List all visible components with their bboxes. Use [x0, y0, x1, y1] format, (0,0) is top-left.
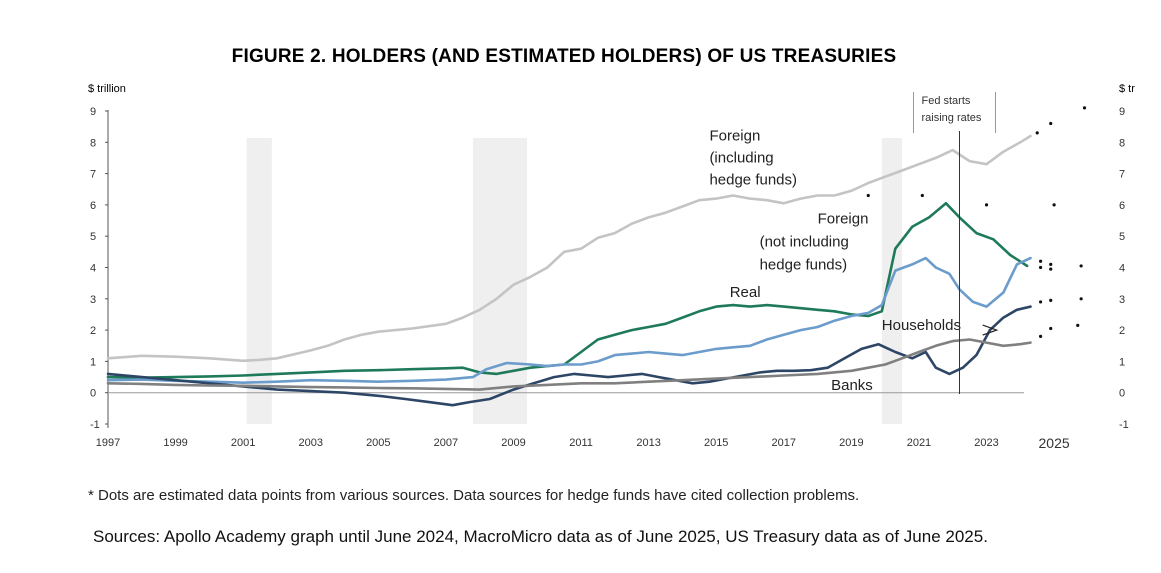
series-line-2: [106, 256, 1032, 384]
y-tick-label-right-5: 4: [1119, 263, 1125, 275]
y-tick-label-left-8: 1: [90, 356, 96, 368]
households-arrow: [982, 324, 999, 336]
y-tick-label-right-7: 2: [1119, 325, 1125, 337]
axes: 9 8 7 6 5 4 3 2 1 0 -1 9 8 7 6 5 4 3 2 1 0 -1 1997 1999 2001 2003…: [90, 106, 1129, 451]
estimated-point-0: [1035, 131, 1039, 135]
x-tick-label-1997: 1997: [96, 437, 120, 449]
y-axis-unit-right: $ tr: [1119, 83, 1135, 95]
fed-annotation-line1: Fed starts: [921, 95, 970, 107]
series-label-0-2: hedge funds): [709, 172, 797, 189]
y-tick-label-right-0: 9: [1119, 106, 1125, 118]
series-label-0-0: Foreign: [709, 128, 760, 145]
estimated-point-9: [1049, 262, 1053, 266]
series-lines: [106, 134, 1032, 407]
estimated-point-11: [1079, 264, 1083, 268]
estimated-point-6: [1052, 203, 1056, 207]
y-tick-label-left-9: 0: [90, 388, 96, 400]
x-tick-label-2001: 2001: [231, 437, 255, 449]
y-tick-label-right-2: 7: [1119, 169, 1125, 181]
series-line-1: [106, 202, 1029, 379]
estimated-point-2: [1082, 106, 1087, 110]
y-tick-label-left-4: 5: [90, 231, 96, 243]
x-tick-label-2007: 2007: [434, 437, 458, 449]
y-tick-label-left-1: 8: [90, 137, 96, 149]
x-tick-label-2013: 2013: [636, 437, 660, 449]
series-label-0-1: (including: [709, 150, 773, 167]
y-tick-label-right-3: 6: [1119, 200, 1125, 212]
y-tick-label-right-1: 8: [1119, 137, 1125, 149]
x-tick-label-2023: 2023: [974, 437, 998, 449]
y-tick-label-left-5: 4: [90, 263, 96, 275]
fed-annotation: Fed starts raising rates: [912, 92, 996, 394]
series-line-0: [106, 134, 1032, 363]
x-tick-label-2025: 2025: [1039, 435, 1070, 451]
x-tick-label-2005: 2005: [366, 437, 390, 449]
x-tick-label-2011: 2011: [569, 437, 593, 449]
x-tick-label-2019: 2019: [839, 437, 863, 449]
series-label-1-2: hedge funds): [760, 257, 848, 274]
estimated-point-16: [1049, 326, 1053, 331]
estimated-point-5: [984, 203, 989, 207]
series-label-1-1: (not including: [760, 234, 849, 251]
y-tick-label-left-2: 7: [90, 169, 96, 181]
y-tick-label-left-3: 6: [90, 200, 96, 212]
y-tick-label-left-7: 2: [90, 325, 96, 337]
series-label-1-0: Foreign: [818, 211, 869, 228]
y-tick-label-right-6: 3: [1119, 294, 1125, 306]
y-tick-label-left-0: 9: [90, 106, 96, 118]
x-tick-label-1999: 1999: [163, 437, 187, 449]
series-label-4-0: Banks: [831, 377, 873, 394]
x-tick-label-2017: 2017: [772, 437, 796, 449]
recession-band-1: [472, 138, 527, 424]
estimated-points: [866, 106, 1087, 338]
series-label-3-0: Households: [882, 317, 961, 334]
estimated-point-3: [866, 193, 870, 198]
estimated-point-13: [1049, 298, 1053, 302]
x-tick-label-2021: 2021: [907, 437, 931, 449]
estimated-point-4: [920, 193, 924, 198]
y-tick-label-right-9: 0: [1119, 388, 1125, 400]
y-tick-label-right-10: -1: [1119, 419, 1129, 431]
estimated-point-8: [1038, 265, 1043, 270]
series-labels: Foreign (including hedge funds) Foreign (not…: [709, 128, 999, 394]
estimated-point-12: [1038, 300, 1043, 304]
x-tick-label-2015: 2015: [704, 437, 728, 449]
series-label-2-0: Real: [730, 284, 761, 301]
fed-annotation-bracket: [912, 92, 996, 133]
series-line-4: [106, 338, 1032, 391]
estimated-point-14: [1079, 297, 1083, 301]
estimated-point-15: [1038, 334, 1043, 338]
y-tick-label-left-6: 3: [90, 294, 96, 306]
estimated-point-7: [1038, 259, 1043, 263]
estimated-point-17: [1076, 323, 1080, 328]
chart-title: FIGURE 2. HOLDERS (AND ESTIMATED HOLDERS…: [232, 46, 897, 67]
fed-annotation-line2: raising rates: [921, 112, 981, 124]
sources-note: Sources: Apollo Academy graph until June…: [93, 527, 988, 546]
estimated-point-1: [1049, 121, 1053, 126]
y-tick-label-right-8: 1: [1119, 356, 1125, 368]
y-tick-label-left-10: -1: [90, 419, 100, 431]
footnote: * Dots are estimated data points from va…: [88, 487, 860, 504]
y-tick-label-right-4: 5: [1119, 231, 1125, 243]
y-axis-unit-left: $ trillion: [88, 83, 126, 95]
x-tick-label-2009: 2009: [501, 437, 525, 449]
x-tick-label-2003: 2003: [298, 437, 322, 449]
estimated-point-10: [1049, 267, 1053, 271]
